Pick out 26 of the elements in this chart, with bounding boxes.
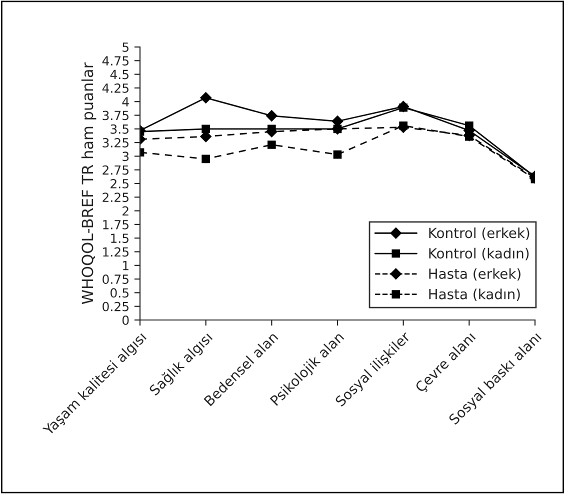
y-tick-label: 4.75 — [102, 56, 128, 66]
y-tick-label: 1.75 — [103, 220, 128, 230]
y-tick-label: 2.75 — [102, 165, 128, 175]
y-tick-label: 4 — [122, 97, 129, 106]
legend-label: Kontrol (kadın) — [429, 248, 529, 260]
y-tick-label: 4.5 — [110, 70, 128, 80]
legend-label: Hasta (erkek) — [429, 268, 520, 281]
y-tick-label: 2 — [122, 206, 128, 216]
y-tick-label: 1 — [123, 261, 128, 270]
y-tick-label: 0 — [122, 315, 129, 325]
y-tick-label: 5 — [122, 42, 128, 52]
legend-label: Hasta (kadın) — [429, 288, 520, 301]
y-axis-title: WHOQOL-BREF TR ham puanlar — [81, 62, 96, 304]
y-tick-label: 3.5 — [110, 124, 128, 134]
legend-label: Kontrol (erkek) — [429, 227, 530, 240]
y-tick-label: 2.25 — [102, 192, 128, 202]
y-tick-label: 1.25 — [103, 247, 128, 257]
y-tick-label: 1.5 — [111, 234, 128, 244]
y-tick-label: 4.25 — [102, 83, 128, 93]
y-tick-label: 2.5 — [110, 178, 128, 188]
y-tick-label: 3 — [122, 152, 129, 162]
y-tick-label: 3.75 — [102, 110, 128, 120]
y-tick-label: 3.25 — [102, 138, 128, 148]
y-tick-label: 0.25 — [102, 302, 128, 312]
y-tick-label: 0.5 — [110, 288, 128, 298]
y-tick-label: 0.75 — [102, 274, 128, 284]
